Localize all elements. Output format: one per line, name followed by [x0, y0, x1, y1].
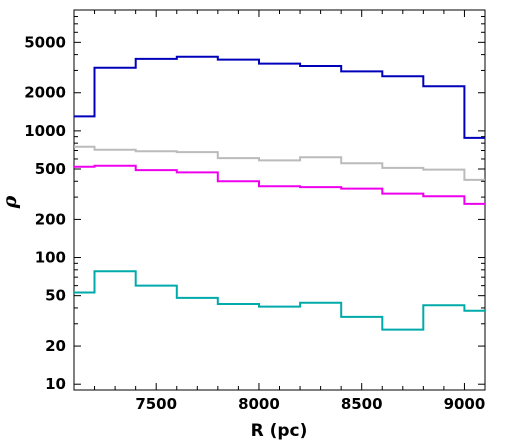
y-tick-labels: 10 20 50 100 200 500 1000 2000 5000	[24, 33, 66, 393]
y-tick-label: 100	[35, 249, 66, 267]
y-tick-label: 1000	[24, 122, 66, 140]
y-axis-title: ρ	[0, 195, 21, 209]
y-tick-label: 500	[35, 160, 66, 178]
x-tick-labels: 7500 8000 8500 9000	[135, 395, 485, 413]
x-tick-label: 7500	[135, 395, 177, 413]
series-line-2	[74, 145, 485, 181]
y-tick-label: 2000	[24, 84, 66, 102]
y-tick-label: 5000	[24, 33, 66, 51]
x-tick-label: 8000	[238, 395, 280, 413]
y-tick-label: 20	[45, 337, 66, 355]
series-line-4	[74, 270, 485, 331]
x-tick-label: 8500	[341, 395, 383, 413]
tick-layer	[73, 9, 486, 390]
x-axis-title: R (pc)	[251, 421, 308, 441]
y-tick-label: 50	[45, 287, 66, 305]
series-layer	[74, 55, 485, 331]
y-tick-label: 10	[45, 375, 66, 393]
y-tick-label: 200	[35, 210, 66, 228]
x-tick-label: 9000	[444, 395, 486, 413]
series-line-1	[74, 55, 485, 139]
series-line-3	[74, 164, 485, 205]
